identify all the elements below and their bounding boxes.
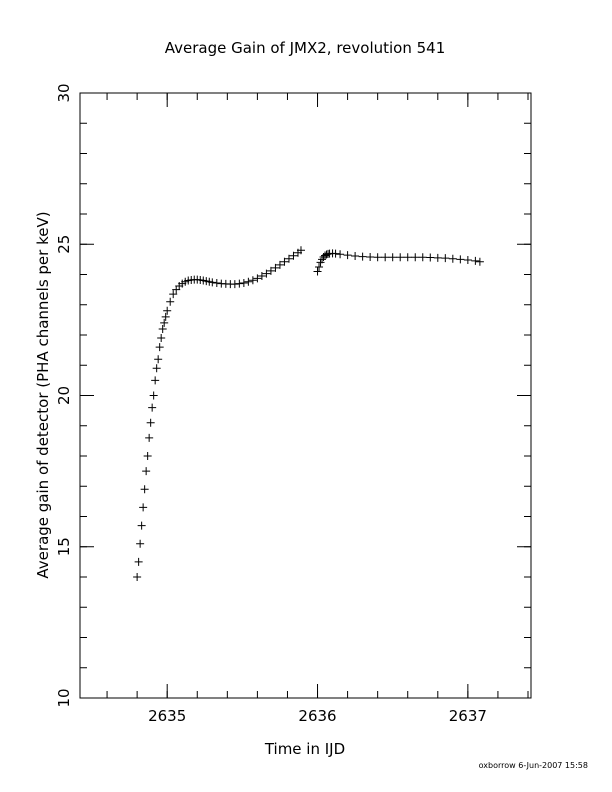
data-point (140, 485, 149, 494)
data-point (239, 278, 248, 287)
y-tick-label: 25 (55, 235, 73, 254)
data-points (133, 246, 484, 581)
data-point (315, 262, 324, 271)
y-tick-label: 20 (55, 386, 73, 405)
data-point (145, 433, 154, 442)
data-point (158, 324, 167, 333)
y-tick-label: 30 (55, 83, 73, 102)
plot-frame (79, 92, 532, 699)
data-point (146, 418, 155, 427)
data-point (235, 279, 244, 288)
data-point (403, 253, 412, 262)
data-point (139, 503, 148, 512)
data-point (343, 251, 352, 260)
footer-credit: oxborrow 6-Jun-2007 15:58 (479, 761, 588, 770)
data-point (275, 260, 284, 269)
y-axis-label: Average gain of detector (PHA channels p… (34, 211, 52, 578)
data-point (426, 253, 435, 262)
y-tick-label: 15 (55, 537, 73, 556)
data-point (166, 297, 175, 306)
data-point (257, 272, 266, 281)
data-point (336, 250, 345, 259)
chart-title: Average Gain of JMX2, revolution 541 (165, 39, 446, 57)
data-point (266, 266, 275, 275)
data-point (151, 376, 160, 385)
data-point (160, 318, 169, 327)
data-point (441, 254, 450, 263)
data-point (163, 306, 172, 315)
data-point (289, 251, 298, 260)
data-point (366, 252, 375, 261)
data-point (471, 256, 480, 265)
x-tick-label: 2637 (449, 707, 487, 725)
data-point (208, 278, 217, 287)
data-point (143, 452, 152, 460)
data-point (284, 254, 293, 263)
data-point (149, 391, 158, 400)
data-point (253, 274, 262, 283)
data-point (137, 521, 146, 530)
data-point (169, 290, 178, 299)
data-point (296, 246, 305, 255)
data-point (396, 253, 405, 262)
data-point (388, 253, 397, 262)
data-point (358, 252, 367, 261)
data-point (280, 257, 289, 266)
data-point (448, 254, 457, 263)
data-point (212, 278, 221, 287)
data-point (157, 334, 166, 343)
data-point (155, 343, 164, 352)
axis-ticks (80, 92, 531, 699)
data-point (154, 355, 163, 364)
data-point (351, 252, 360, 261)
data-point (230, 280, 239, 289)
x-axis-label: Time in IJD (264, 740, 345, 758)
data-point (373, 253, 382, 262)
data-point (262, 269, 271, 278)
data-point (433, 253, 442, 262)
tick-labels: 2635 2636 2637 10 15 20 25 30 (55, 83, 487, 725)
data-point (244, 277, 253, 286)
data-point (133, 573, 142, 581)
data-point (161, 312, 170, 321)
data-point (331, 249, 340, 258)
data-point (411, 253, 420, 262)
data-point (152, 364, 161, 373)
data-point (475, 257, 484, 266)
y-tick-label: 10 (55, 688, 73, 707)
x-tick-label: 2636 (298, 707, 336, 725)
data-point (381, 253, 390, 262)
data-point (456, 255, 465, 264)
data-point (313, 267, 322, 276)
data-point (418, 253, 427, 262)
data-point (148, 403, 157, 412)
data-point (134, 557, 143, 566)
data-point (136, 539, 145, 548)
data-point (248, 276, 257, 285)
data-point (142, 467, 151, 476)
data-point (271, 263, 280, 272)
data-point (463, 255, 472, 264)
x-tick-label: 2635 (148, 707, 186, 725)
